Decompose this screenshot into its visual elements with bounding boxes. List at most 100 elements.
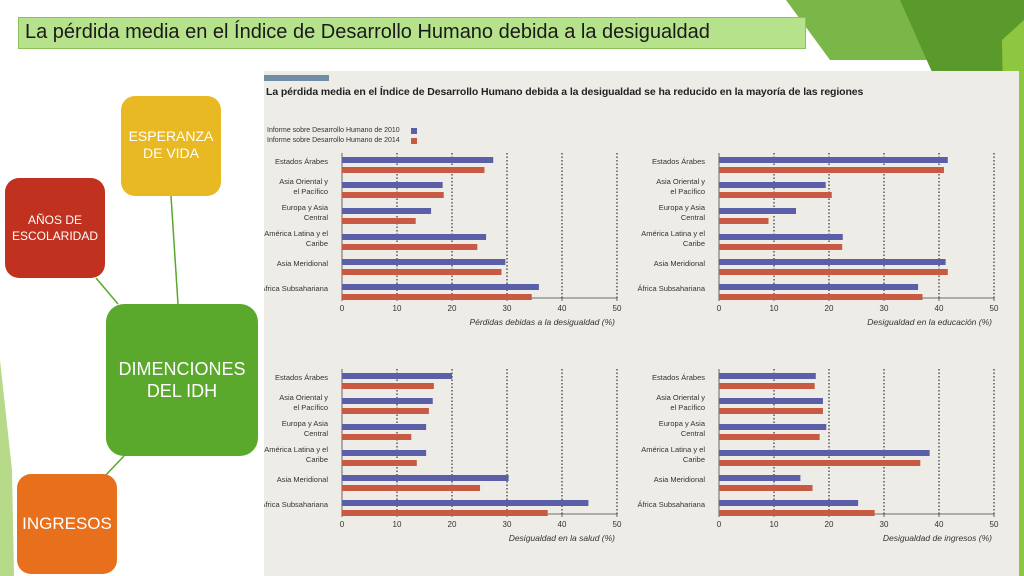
tick-label: 30 <box>503 520 512 529</box>
tick-label: 30 <box>880 304 889 313</box>
tick-label: 20 <box>448 520 457 529</box>
bar-2010 <box>342 234 487 240</box>
x-axis-label: Desigualdad de ingresos (%) <box>883 533 992 543</box>
category-label: África Subsahariana <box>637 284 705 293</box>
bar-2014 <box>719 383 815 389</box>
bar-2014 <box>342 167 485 173</box>
category-label: Europa y Asia <box>282 203 329 212</box>
category-label: Caribe <box>306 455 328 464</box>
bar-2014 <box>719 510 875 516</box>
bar-2010 <box>719 182 826 188</box>
esperanza-de-vida-box: ESPERANZA DE VIDA <box>121 96 221 196</box>
bar-2014 <box>719 294 923 300</box>
bar-2014 <box>342 294 532 300</box>
category-label: Estados Árabes <box>652 157 705 166</box>
figure-title: La pérdida media en el Índice de Desarro… <box>266 86 864 98</box>
category-label: Asia Oriental y <box>656 393 705 402</box>
slide-title: La pérdida media en el Índice de Desarro… <box>25 21 710 43</box>
bar-2010 <box>719 450 930 456</box>
diagram-connectors <box>95 195 179 478</box>
category-label: África Subsahariana <box>637 500 705 509</box>
legend-2014-swatch <box>411 138 417 144</box>
tick-label: 50 <box>613 520 622 529</box>
bar-2014 <box>719 167 944 173</box>
bar-2010 <box>719 424 827 430</box>
tick-label: 30 <box>503 304 512 313</box>
category-label: Central <box>304 213 329 222</box>
ingresos-box: INGRESOS <box>17 474 117 574</box>
category-label: Europa y Asia <box>659 203 706 212</box>
category-label: Asia Oriental y <box>279 393 328 402</box>
bar-2010 <box>719 398 823 404</box>
category-label: Asia Oriental y <box>279 177 328 186</box>
category-label: América Latina y el <box>641 445 705 454</box>
bar-2010 <box>719 157 948 163</box>
tick-label: 0 <box>340 520 345 529</box>
bar-2014 <box>719 192 832 198</box>
bar-2014 <box>342 408 429 414</box>
tick-label: 50 <box>613 304 622 313</box>
bar-2014 <box>342 383 434 389</box>
category-label: Estados Árabes <box>652 373 705 382</box>
bar-2014 <box>342 460 417 466</box>
tick-label: 50 <box>990 520 999 529</box>
tick-label: 40 <box>558 520 567 529</box>
category-label: América Latina y el <box>641 229 705 238</box>
dimensiones-idh-box: DIMENCIONES DEL IDH <box>106 304 258 456</box>
bar-2010 <box>342 259 506 265</box>
bar-2010 <box>719 208 796 214</box>
bar-2010 <box>342 475 509 481</box>
anos-de-escolaridad-box: AÑOS DE ESCOLARIDAD <box>5 178 105 278</box>
category-label: Europa y Asia <box>282 419 329 428</box>
category-label: Asia Meridional <box>654 259 706 268</box>
bar-2010 <box>342 284 539 290</box>
x-axis-label: Desigualdad en la educación (%) <box>867 317 992 327</box>
bar-2014 <box>719 460 921 466</box>
figure-accent-bar <box>264 75 329 81</box>
bar-2014 <box>342 485 481 491</box>
bar-2014 <box>719 434 820 440</box>
category-label: Europa y Asia <box>659 419 706 428</box>
bar-2014 <box>719 408 823 414</box>
bar-2010 <box>719 475 801 481</box>
category-label: Asia Meridional <box>277 259 329 268</box>
bar-2010 <box>342 450 427 456</box>
tick-label: 40 <box>935 304 944 313</box>
bar-2010 <box>342 424 427 430</box>
tick-label: 50 <box>990 304 999 313</box>
bar-2010 <box>719 259 946 265</box>
category-label: América Latina y el <box>264 445 328 454</box>
tick-label: 20 <box>448 304 457 313</box>
category-label: el Pacífico <box>670 403 705 412</box>
tick-label: 40 <box>558 304 567 313</box>
x-axis-label: Desigualdad en la salud (%) <box>509 533 615 543</box>
x-axis-label: Pérdidas debidas a la desigualdad (%) <box>469 317 615 327</box>
bar-2010 <box>342 373 452 379</box>
tick-label: 20 <box>825 520 834 529</box>
category-label: Caribe <box>683 455 705 464</box>
bar-2010 <box>719 373 816 379</box>
bar-2010 <box>342 398 433 404</box>
tick-label: 10 <box>393 304 402 313</box>
tick-label: 0 <box>717 520 722 529</box>
bar-2014 <box>719 218 769 224</box>
bar-2010 <box>719 234 843 240</box>
category-label: Asia Oriental y <box>656 177 705 186</box>
bar-2014 <box>342 244 478 250</box>
tick-label: 10 <box>393 520 402 529</box>
tick-label: 0 <box>340 304 345 313</box>
bar-2014 <box>342 192 444 198</box>
category-label: Central <box>681 213 706 222</box>
category-label: el Pacífico <box>293 187 328 196</box>
legend-2010: Informe sobre Desarrollo Humano de 2010 <box>267 127 417 134</box>
category-label: Estados Árabes <box>275 157 328 166</box>
bar-2010 <box>342 208 432 214</box>
bar-2014 <box>719 269 948 275</box>
tick-label: 40 <box>935 520 944 529</box>
category-label: el Pacífico <box>670 187 705 196</box>
category-label: África Subsahariana <box>264 284 329 293</box>
bar-2010 <box>342 157 494 163</box>
bar-2010 <box>342 182 443 188</box>
idh-figure: La pérdida media en el Índice de Desarro… <box>264 71 1019 576</box>
category-label: Estados Árabes <box>275 373 328 382</box>
